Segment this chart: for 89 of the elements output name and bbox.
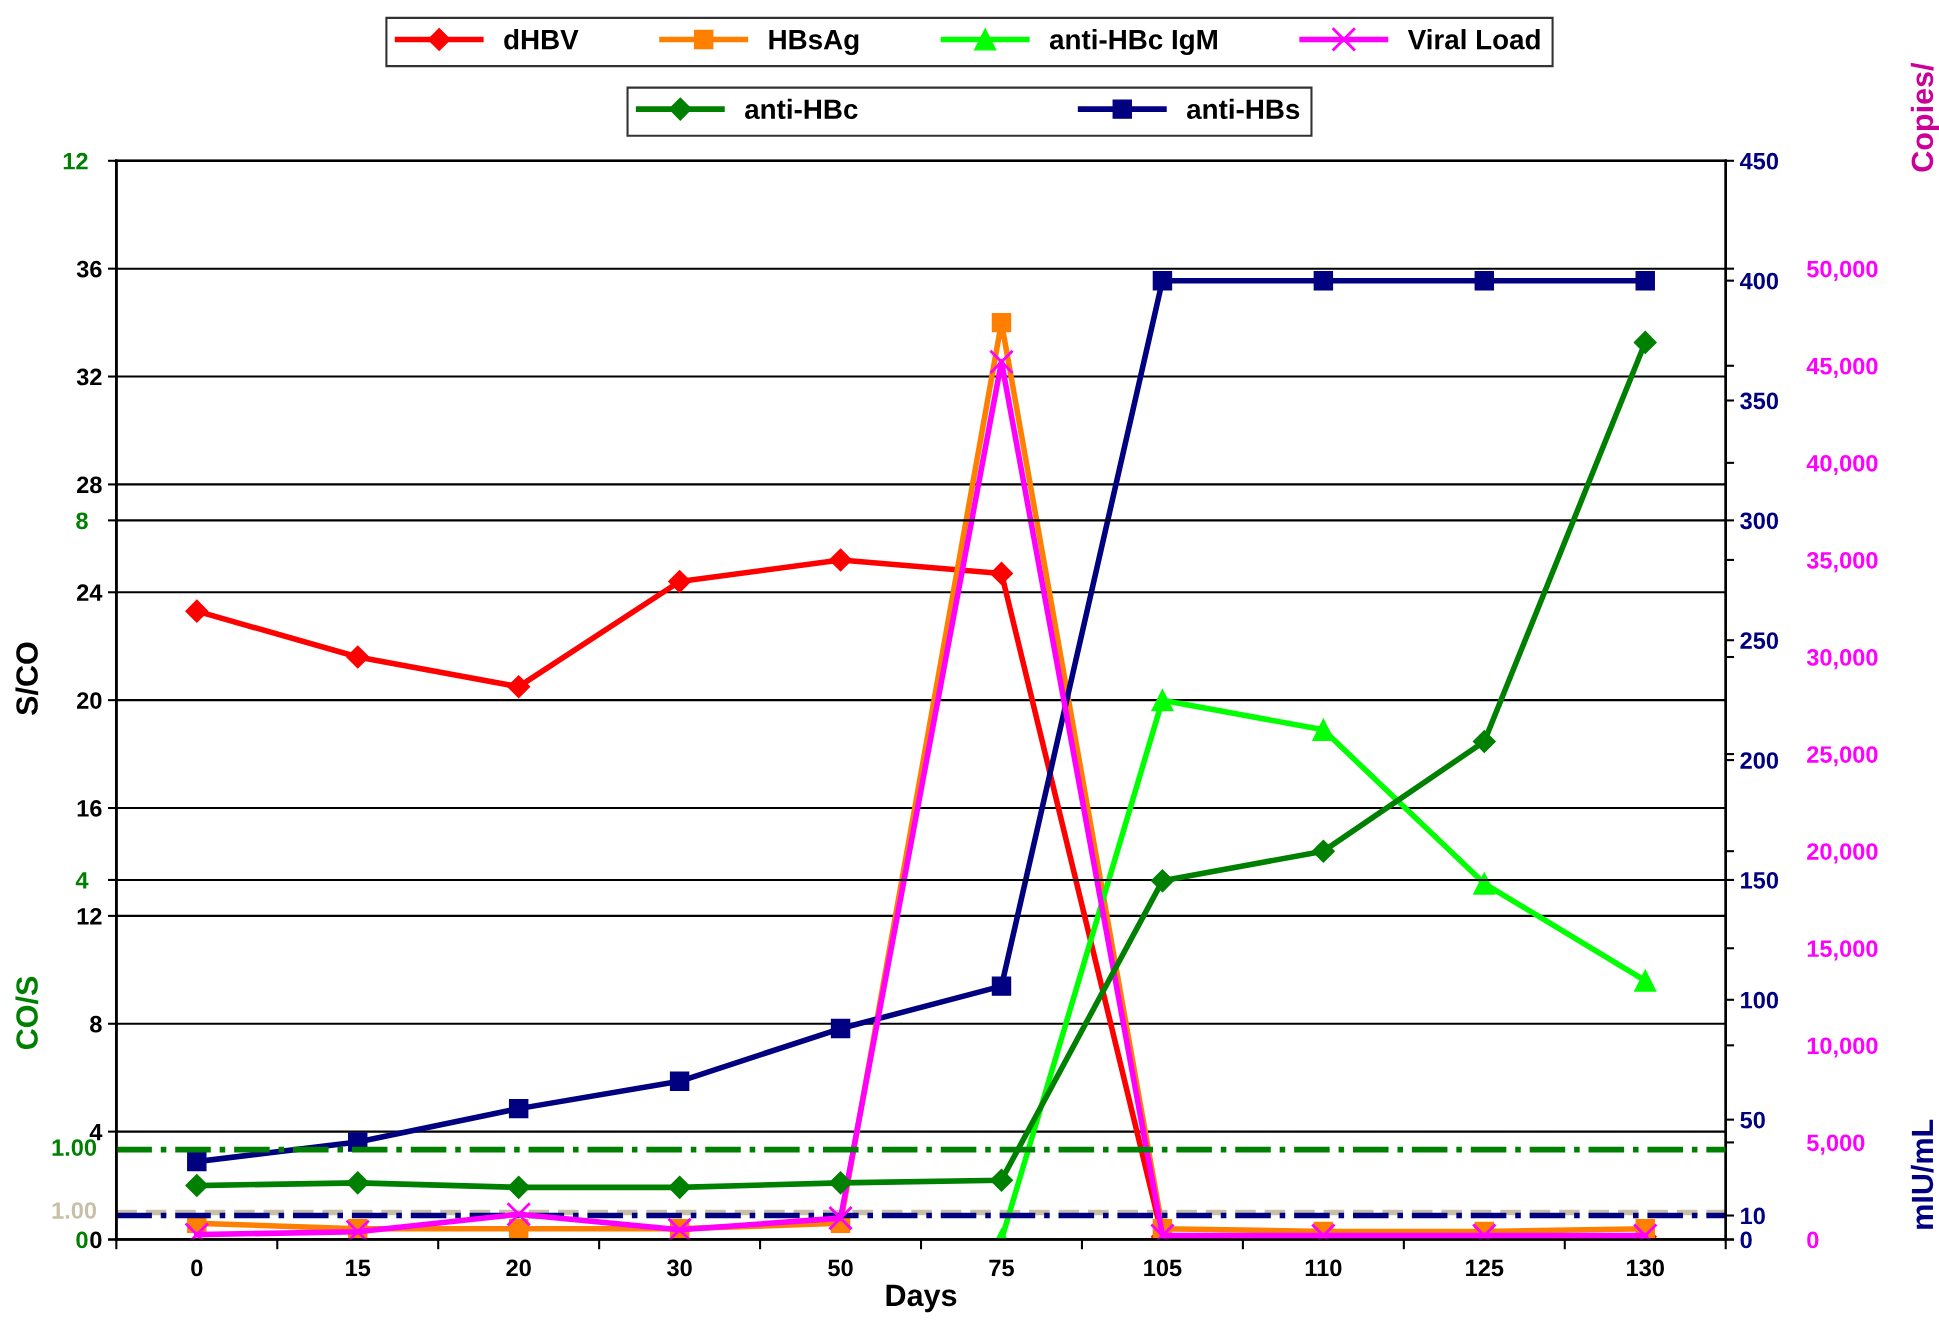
point [668,569,692,593]
y-tick-label: 36 [76,260,102,278]
y2-tick-label: 350 [1740,392,1779,410]
y2-tick-label: 300 [1740,512,1779,530]
x-tick-label: 105 [1144,1259,1182,1277]
y3-tick-label: 40,000 [1806,454,1878,476]
point [507,675,531,699]
point [989,1168,1013,1192]
point [1633,330,1657,354]
y3-tick-label: 5,000 [1806,1134,1865,1155]
y-tick-label: 8 [76,512,88,530]
y-tick-label: 32 [76,368,102,386]
y-tick-label: 16 [77,800,102,817]
y2-tick-label: 10 [1741,1207,1765,1225]
point [989,561,1013,585]
point [185,599,209,623]
x-axis-title: Days [886,1284,957,1313]
y3-tick-label: 30,000 [1806,649,1878,670]
legend-label: HBsAg [769,30,859,56]
y-tick-label: 8 [90,1015,102,1033]
point [830,1018,851,1039]
point [1152,270,1173,291]
point [991,312,1012,333]
y3-tick-label: 0 [1807,1231,1819,1249]
y-axis-title: S/CO [15,642,39,716]
y2-tick-label: 250 [1740,632,1779,650]
ref-line-label: 1.00 [52,1202,97,1219]
point [508,1098,529,1119]
y2-tick-label: 0 [1740,1231,1752,1249]
legend-label: dHBV [504,29,579,50]
y3-tick-label: 20,000 [1807,843,1878,864]
legend-label: Viral Load [1407,29,1540,50]
point [668,1175,692,1199]
y2-tick-label: 150 [1741,872,1779,889]
ref-line-label: 1.00 [52,1139,97,1156]
y3-tick-label: 35,000 [1806,551,1878,573]
point [1474,270,1495,291]
point [1635,270,1655,291]
y-tick-label: 0 [90,1231,102,1249]
x-tick-label: 30 [667,1259,692,1277]
x-tick-label: 75 [989,1259,1014,1277]
point [829,1171,853,1195]
y2-tick-label: 200 [1740,752,1779,769]
point [991,976,1012,996]
point [187,1151,207,1172]
y3-tick-label: 25,000 [1807,746,1878,767]
x-tick-label: 125 [1466,1259,1504,1277]
point [1473,872,1496,895]
y-axis-title: CO/S [15,976,39,1050]
y2-tick-label: 100 [1741,991,1779,1009]
x-tick-label: 15 [346,1259,371,1277]
point [1150,869,1174,893]
y2-axis-title: mIU/mL [1910,1119,1934,1229]
point [1472,730,1496,753]
point [185,1174,209,1198]
y-tick-label: 28 [77,476,102,494]
y3-tick-label: 10,000 [1807,1037,1878,1058]
legend-label: anti-HBc IgM [1049,29,1217,56]
legend-label: anti-HBc [745,98,858,120]
y-tick-label: 12 [77,907,102,925]
y2-tick-label: 400 [1739,272,1779,290]
y3-tick-label: 45,000 [1806,357,1878,378]
y-tick-label: 24 [77,584,103,601]
y2-tick-label: 450 [1739,152,1779,170]
y3-tick-label: 50,000 [1806,260,1878,281]
x-tick-label: 20 [506,1259,531,1277]
y-tick-label: 4 [75,872,89,889]
point [1312,718,1335,741]
x-tick-label: 50 [828,1259,853,1277]
point [1313,270,1334,291]
point [1311,839,1335,863]
point [507,1175,531,1199]
y-tick-label: 12 [63,152,88,170]
y3-axis-title: Copies/ [1910,62,1939,172]
point [346,645,370,669]
point [829,548,853,572]
y2-tick-label: 50 [1740,1111,1765,1129]
x-tick-label: 110 [1305,1259,1342,1277]
x-tick-label: 130 [1627,1259,1664,1277]
legend-label: anti-HBs [1186,98,1300,120]
y-tick-label: 20 [77,692,102,709]
y3-tick-label: 15,000 [1807,940,1878,961]
point [1634,969,1657,992]
x-tick-label: 0 [191,1259,203,1277]
point [1151,689,1174,712]
point [669,1071,690,1092]
y-tick-label: 4 [89,1123,103,1141]
point [346,1171,370,1195]
y-tick-label: 0 [76,1231,88,1249]
